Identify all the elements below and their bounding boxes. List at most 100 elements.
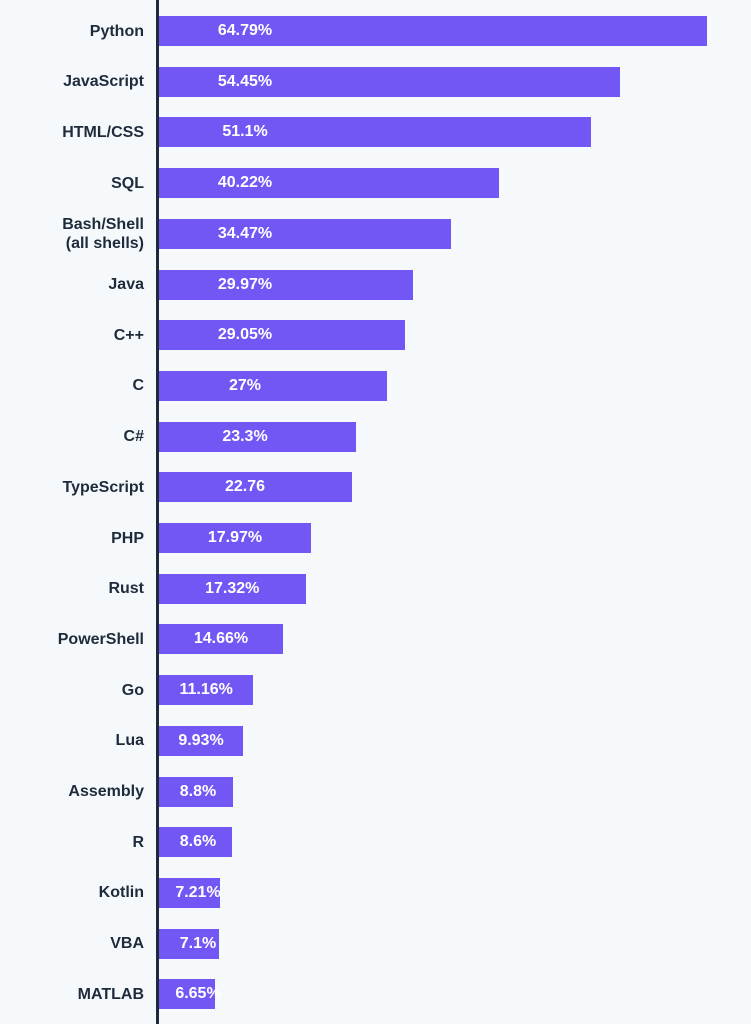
bar [159,979,216,1010]
category-label: Lua [116,726,144,756]
category-label-line: R [132,833,144,851]
category-label-line: PowerShell [57,630,144,648]
category-label: JavaScript [63,67,144,97]
category-label-line: Python [89,22,144,40]
category-label-line: HTML/CSS [62,123,144,141]
value-label: 17.97% [207,529,263,546]
value-label: 34.47% [217,224,273,242]
value-label: 11.16% [179,681,233,699]
value-label: 29.97% [217,275,273,293]
bar [159,370,388,401]
category-label-line: VBA [110,935,144,953]
category-label: C++ [114,320,144,350]
bar-row: Bash/Shell (all shells) 34.47% [0,216,751,252]
bar-row: Python 64.79% [0,16,751,46]
value-label: 23.3% [222,427,268,445]
bar-row: C 27% [0,370,751,401]
category-label-line: MATLAB [77,985,144,1003]
y-axis-line [156,0,159,1024]
bar-row: HTML/CSS 51.1% [0,117,751,148]
bar [159,928,220,959]
bar-row: VBA 7.1% [0,928,751,959]
category-label: Java [108,270,144,300]
category-label: C# [124,422,144,452]
bar [159,66,620,97]
category-label-line: C [132,377,144,395]
value-label: 64.79% [217,22,273,39]
bar [159,168,500,199]
bar-row: Rust 17.32% [0,573,751,604]
category-label-line: Lua [115,732,144,750]
bar [159,117,592,148]
category-label: HTML/CSS [62,117,144,147]
bar-row: JavaScript 54.45% [0,66,751,97]
value-label: 17.32% [205,579,260,597]
category-label: R [132,827,144,857]
category-label-line: Assembly [68,783,144,800]
bar-row: PHP 17.97% [0,523,751,553]
category-label: C [132,371,144,401]
category-label: Assembly [68,777,144,807]
category-label-line: TypeScript [62,478,145,496]
bar [159,725,243,756]
category-label-line: (all shells) [65,234,144,252]
bar-row: PowerShell 14.66% [0,624,751,655]
category-label-line: Bash/Shell [62,215,144,233]
bar [159,16,708,46]
bar [159,269,413,300]
bar-row: MATLAB 6.65% [0,979,751,1010]
category-label-line: SQL [111,174,144,192]
category-label-line: Kotlin [98,884,144,902]
category-label-line: Rust [108,580,144,598]
bar-row: R 8.6% [0,827,751,858]
category-label-line: Java [108,276,144,293]
value-label: 7.1% [179,934,217,952]
bar [159,827,232,858]
bar [159,472,352,503]
category-label-line: Go [121,681,144,699]
bar-row: C# 23.3% [0,421,751,452]
bar [159,573,306,604]
category-label: Kotlin [99,878,144,908]
category-label: Python [90,16,144,46]
category-label: Go [122,675,144,705]
bar-row: Lua 9.93% [0,725,751,756]
value-label: 54.45% [217,72,273,90]
bar [159,877,220,908]
value-label: 22.76 [224,478,266,496]
bar [159,776,234,807]
bar-row: SQL 40.22% [0,168,751,199]
category-label: PHP [111,523,144,553]
bar [159,421,357,452]
value-label: 9.93% [178,731,224,749]
value-label: 8.8% [179,782,217,800]
bar-row: C++ 29.05% [0,320,751,351]
bar-row: Kotlin 7.21% [0,877,751,908]
value-label: 7.21% [175,883,221,901]
bar [159,675,254,706]
value-label: 8.6% [179,833,217,851]
category-label: TypeScript [63,472,145,502]
category-label-line: C# [123,428,144,446]
bar-row: TypeScript 22.76 [0,472,751,503]
category-label: SQL [111,168,144,198]
bar [159,218,451,249]
category-label: Rust [108,574,144,604]
category-label: Bash/Shell (all shells) [62,216,144,252]
category-label: MATLAB [78,979,144,1009]
bar [159,320,405,351]
category-label-line: JavaScript [63,73,144,91]
value-label: 40.22% [217,174,273,192]
bar-row: Java 29.97% [0,269,751,300]
value-label: 51.1% [222,123,268,141]
bar-row: Assembly 8.8% [0,776,751,807]
value-label: 14.66% [193,630,249,648]
bar [159,523,312,553]
bar [159,624,284,655]
value-label: 6.65% [175,985,221,1003]
category-label: PowerShell [58,624,144,654]
category-label-line: C++ [113,326,144,344]
value-label: 29.05% [217,326,273,344]
bar-row: Go 11.16% [0,675,751,706]
